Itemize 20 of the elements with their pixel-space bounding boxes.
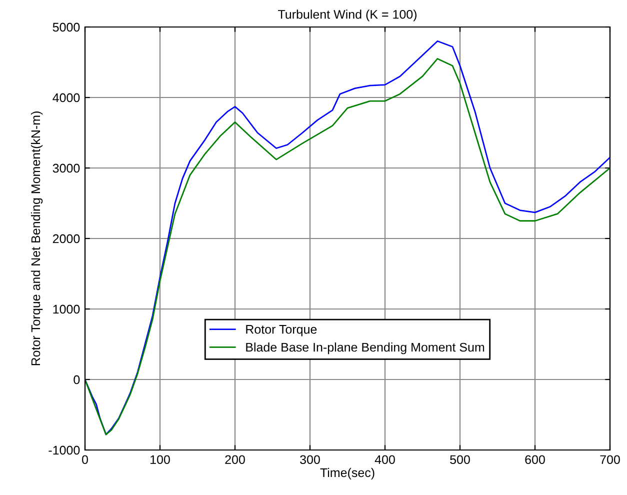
y-tick-label: -1000 — [48, 446, 80, 455]
y-tick-label: 2000 — [52, 234, 80, 244]
y-tick-label: 4000 — [52, 93, 80, 102]
x-tick-label: 0 — [82, 455, 88, 464]
y-tick-label: 0 — [74, 375, 80, 384]
x-axis-title: Time(sec) — [320, 468, 374, 480]
y-axis-title: Rotor Torque and Net Bending Moment(kN-m) — [30, 112, 43, 366]
x-tick-label: 400 — [374, 455, 395, 464]
chart-title: Turbulent Wind (K = 100) — [278, 10, 416, 22]
x-tick-label: 200 — [225, 455, 245, 464]
y-tick-label: 5000 — [52, 22, 80, 32]
legend-label: Blade Base In-plane Bending Moment Sum — [246, 342, 484, 354]
x-tick-label: 600 — [525, 455, 545, 464]
y-tick-label: 3000 — [52, 164, 80, 173]
x-tick-label: 500 — [450, 455, 470, 464]
x-tick-label: 700 — [600, 455, 620, 464]
x-tick-label: 300 — [300, 455, 320, 464]
legend-label: Rotor Torque — [246, 325, 317, 336]
y-tick-label: 1000 — [53, 304, 80, 314]
x-tick-label: 100 — [150, 455, 170, 464]
